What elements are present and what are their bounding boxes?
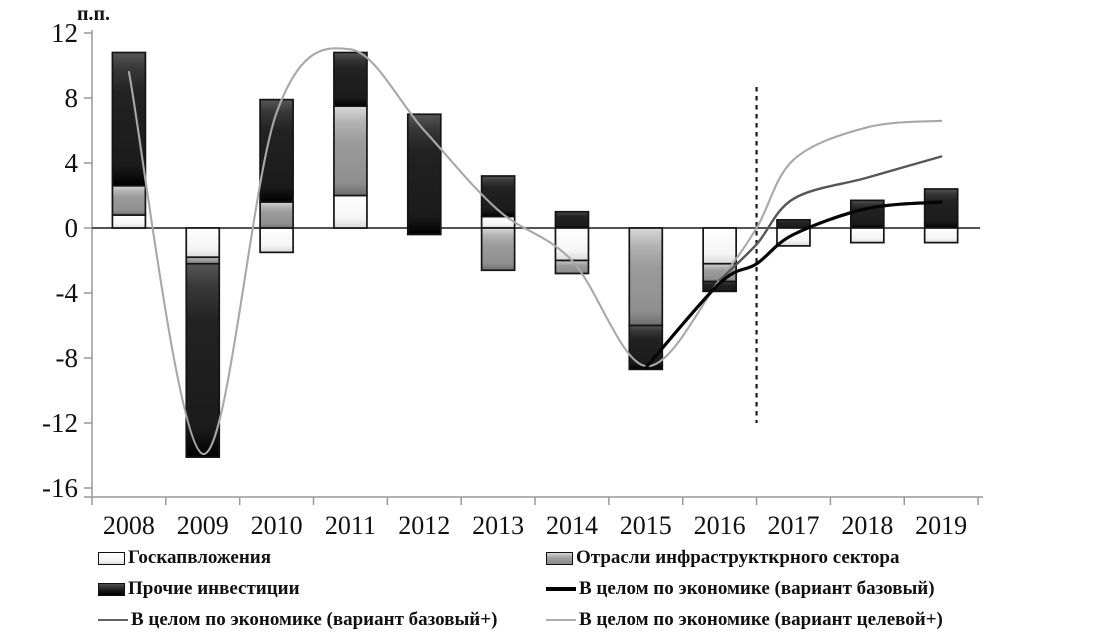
tick-labels-layer: 12 8 4 0 -4 -8 -12 -16 2008 2009 2010 2011 2012 2013 2… bbox=[42, 18, 967, 540]
x-label-2014: 2014 bbox=[546, 511, 598, 540]
bar-segment-2015-infra bbox=[628, 227, 664, 327]
plot-area: 12 8 4 0 -4 -8 -12 -16 2008 2009 2010 2011 2012 2013 2… bbox=[42, 18, 984, 540]
bar-segment-2009-infra bbox=[185, 256, 221, 265]
bar-segment-2008-gos bbox=[111, 214, 147, 229]
y-tick-label-0: 0 bbox=[65, 213, 79, 243]
legend-marker-box-dark bbox=[98, 582, 125, 596]
bar-segment-2010-infra bbox=[259, 201, 294, 229]
x-label-2015: 2015 bbox=[620, 511, 672, 540]
legend-label: В целом по экономике (вариант целевой+) bbox=[579, 609, 943, 630]
legend-label: Прочие инвестиции bbox=[128, 578, 300, 599]
legend-item-col2-1: В целом по экономике (вариант базовый) bbox=[546, 577, 935, 601]
bar-segment-2019-gos bbox=[923, 227, 959, 244]
bar-segment-2019-other bbox=[923, 188, 959, 229]
bar-segment-2011-other bbox=[333, 51, 368, 107]
legend-label: В целом по экономике (вариант базовый) bbox=[579, 578, 935, 599]
bar-segment-2015-other bbox=[628, 324, 664, 371]
bar-segment-2014-other bbox=[554, 210, 590, 229]
bar-segment-2016-gos bbox=[702, 227, 737, 265]
legend-marker-line-black bbox=[546, 587, 576, 591]
lines-layer bbox=[127, 47, 943, 455]
bars-layer bbox=[111, 51, 959, 458]
line-target-plus bbox=[127, 47, 943, 455]
bar-segment-2017-gos bbox=[776, 227, 811, 247]
x-label-2009: 2009 bbox=[177, 511, 229, 540]
legend-item-col1-1: Прочие инвестиции bbox=[98, 577, 300, 601]
legend-label: Госкапвложения bbox=[128, 547, 272, 568]
bar-segment-2018-gos bbox=[849, 227, 885, 244]
bar-segment-2017-other bbox=[776, 219, 811, 229]
line-base-plus bbox=[718, 155, 943, 282]
x-label-2019: 2019 bbox=[915, 511, 967, 540]
y-tick-label-12: 12 bbox=[51, 18, 78, 48]
bar-segment-2010-gos bbox=[259, 227, 294, 254]
y-tick-label--12: -12 bbox=[42, 408, 78, 438]
bar-segment-2009-gos bbox=[185, 227, 221, 259]
y-tick-label--8: -8 bbox=[56, 343, 79, 373]
legend-label: В целом по экономике (вариант базовый+) bbox=[131, 609, 498, 630]
x-label-2008: 2008 bbox=[103, 511, 155, 540]
y-axis-unit-label: п.п. bbox=[77, 3, 111, 25]
bar-segment-2014-gos bbox=[554, 227, 590, 262]
axes bbox=[84, 30, 984, 505]
y-tick-label--16: -16 bbox=[42, 473, 78, 503]
y-tick-label-4: 4 bbox=[65, 148, 79, 178]
bar-segment-2013-infra bbox=[480, 227, 516, 272]
legend-marker-line-medium bbox=[98, 618, 128, 622]
line-base bbox=[644, 200, 943, 370]
bar-segment-2008-infra bbox=[111, 184, 147, 216]
y-tick-label-8: 8 bbox=[65, 83, 79, 113]
bar-segment-2009-other bbox=[185, 262, 221, 458]
x-label-2016: 2016 bbox=[694, 511, 746, 540]
legend-item-col1-2: В целом по экономике (вариант базовый+) bbox=[98, 608, 497, 632]
legend-item-col2-2: В целом по экономике (вариант целевой+) bbox=[546, 608, 943, 632]
bar-segment-2012-other bbox=[406, 113, 442, 236]
bar-segment-2018-other bbox=[849, 199, 885, 229]
y-tick-label--4: -4 bbox=[56, 278, 79, 308]
bar-segment-2011-infra bbox=[333, 105, 368, 197]
bar-segment-2011-gos bbox=[333, 194, 368, 229]
x-label-2011: 2011 bbox=[325, 511, 376, 540]
bar-segment-2014-infra bbox=[554, 259, 590, 275]
x-label-2017: 2017 bbox=[767, 511, 819, 540]
legend-label: Отрасли инфраструкткрного сектора bbox=[576, 547, 900, 568]
x-label-2010: 2010 bbox=[251, 511, 303, 540]
legend-item-col1-0: Госкапвложения bbox=[98, 546, 271, 570]
legend-marker-line-light bbox=[546, 619, 576, 621]
x-label-2012: 2012 bbox=[398, 511, 450, 540]
legend-marker-box-white bbox=[98, 551, 125, 565]
x-label-2018: 2018 bbox=[841, 511, 893, 540]
legend-marker-box-gray bbox=[546, 551, 573, 565]
legend-item-col2-0: Отрасли инфраструкткрного сектора bbox=[546, 546, 899, 570]
x-label-2013: 2013 bbox=[472, 511, 524, 540]
